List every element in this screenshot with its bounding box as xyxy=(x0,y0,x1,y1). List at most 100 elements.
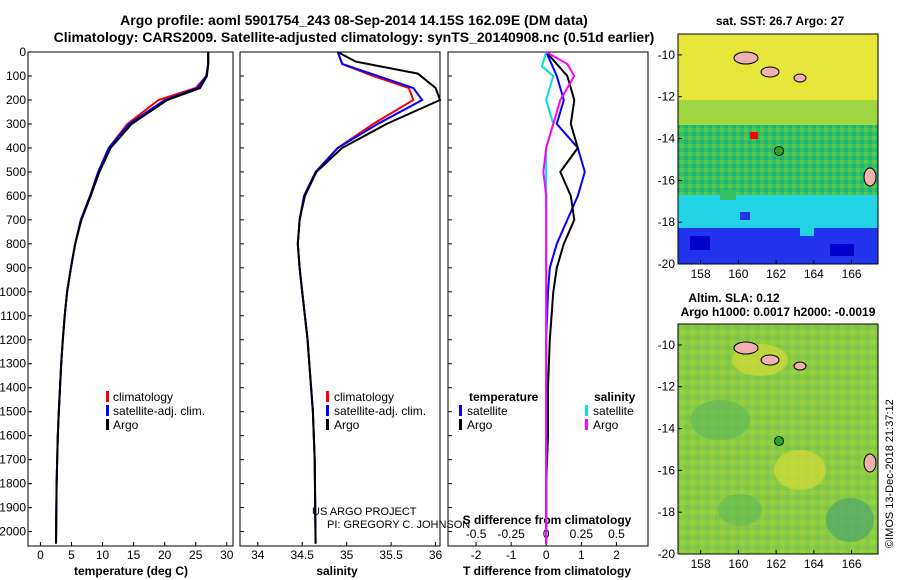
sla-map xyxy=(677,323,879,555)
sla-island xyxy=(760,354,780,366)
sst-island xyxy=(760,66,780,78)
title-line-2: Climatology: CARS2009. Satellite-adjuste… xyxy=(54,29,655,45)
sla-blob-green xyxy=(718,494,762,526)
sst-blue-cell xyxy=(830,244,854,256)
temperature-tick-label: 20 xyxy=(158,548,172,562)
map-x-tick-label: 162 xyxy=(766,557,786,571)
salinity-tick-label: 34 xyxy=(251,548,265,562)
map-y-tick-label: -20 xyxy=(658,257,676,271)
sla-island xyxy=(793,361,807,371)
title-line-1: Argo profile: aoml 5901754_243 08-Sep-20… xyxy=(120,12,588,28)
depth-tick-label: 1100 xyxy=(0,309,26,323)
legend-label-climatology: climatology xyxy=(334,390,394,404)
sla-map-title-1: Altim. SLA: 0.12 xyxy=(688,291,780,305)
legend-swatch-satellite xyxy=(106,405,109,416)
depth-tick-label: 700 xyxy=(6,213,26,227)
sla-blob-green xyxy=(690,400,750,440)
depth-tick-label: 2000 xyxy=(0,525,26,539)
series-line-satellite-adj-clim- xyxy=(296,51,424,544)
difference-legend-temperature: temperature satellite Argo xyxy=(459,390,539,432)
legend-label-argo: Argo xyxy=(113,418,139,432)
salinity-tick-label: 36 xyxy=(429,548,443,562)
legend-label-satellite: satellite-adj. clim. xyxy=(113,404,205,418)
map-x-tick-label: 158 xyxy=(691,557,711,571)
sst-zone-green xyxy=(678,125,878,200)
legend-label-climatology: climatology xyxy=(113,390,173,404)
map-y-tick-label: -14 xyxy=(658,422,676,436)
footer-timestamp: ©IMOS 13-Dec-2018 21:37:12 xyxy=(884,399,896,548)
temperature-tick-label: 25 xyxy=(189,548,203,562)
depth-tick-label: 800 xyxy=(6,237,26,251)
map-y-tick-label: -12 xyxy=(658,90,676,104)
depth-tick-label: 100 xyxy=(6,69,26,83)
difference-s-tick-label: -0.5 xyxy=(466,527,487,541)
depth-tick-label: 200 xyxy=(6,93,26,107)
legend-label-s-argo: Argo xyxy=(593,418,619,432)
salinity-tick-label: 35.5 xyxy=(379,548,403,562)
sla-map-y-axis: -10 -12 -14 -16 -18 -20 xyxy=(658,338,682,561)
difference-s-tick-label: 0.5 xyxy=(608,527,625,541)
sla-blob-green xyxy=(826,498,874,542)
salinity-tick-label: 34.5 xyxy=(291,548,315,562)
map-y-tick-label: -18 xyxy=(658,505,676,519)
sla-map-title-2: Argo h1000: 0.0017 h2000: -0.0019 xyxy=(681,305,876,319)
temperature-tick-label: 30 xyxy=(220,548,234,562)
difference-t-axis: -2 -1 0 1 2 xyxy=(471,542,620,562)
map-y-tick-label: -20 xyxy=(658,547,676,561)
credit-project: US ARGO PROJECT xyxy=(312,506,417,518)
sla-map-x-axis: 158 160 162 164 166 xyxy=(691,550,862,571)
temperature-x-label: temperature (deg C) xyxy=(74,564,188,578)
depth-tick-label: 300 xyxy=(6,117,26,131)
difference-t-label: T difference from climatology xyxy=(463,564,631,578)
depth-axis: 0 100 200 300 400 500 600 700 800 900 1000 1100 1200… xyxy=(0,45,452,539)
map-x-tick-label: 164 xyxy=(804,267,824,281)
legend-swatch-argo xyxy=(326,419,329,430)
map-y-tick-label: -18 xyxy=(658,215,676,229)
difference-t-tick-label: 1 xyxy=(578,548,585,562)
difference-legend-salinity: salinity satellite Argo xyxy=(585,390,636,432)
sst-island xyxy=(733,51,759,65)
legend-label-argo: Argo xyxy=(334,418,360,432)
temperature-legend: climatology satellite-adj. clim. Argo xyxy=(106,390,205,432)
sst-argo-marker xyxy=(750,132,758,139)
sla-island xyxy=(733,341,759,355)
depth-tick-label: 1000 xyxy=(0,285,26,299)
depth-tick-label: 1400 xyxy=(0,381,26,395)
sla-island xyxy=(863,453,877,473)
sst-blue-cell xyxy=(690,236,710,250)
temperature-panel-frame xyxy=(27,51,234,547)
legend-swatch-climatology xyxy=(326,391,329,402)
map-x-tick-label: 162 xyxy=(766,267,786,281)
series-line-climatology xyxy=(55,52,210,544)
difference-lines xyxy=(540,51,586,544)
legend-swatch-t-argo xyxy=(459,419,462,430)
map-y-tick-label: -14 xyxy=(658,132,676,146)
salinity-x-axis: 34 34.5 35 35.5 36 xyxy=(251,542,443,562)
series-line-argo xyxy=(55,52,210,544)
sst-zone-cyan xyxy=(678,195,878,230)
series-line-satellite-adj-clim- xyxy=(55,52,210,544)
depth-tick-label: 1700 xyxy=(0,453,26,467)
salinity-panel-frame xyxy=(239,51,441,547)
sst-map-x-axis: 158 160 162 164 166 xyxy=(691,260,862,281)
sst-map-title: sat. SST: 26.7 Argo: 27 xyxy=(716,14,845,28)
sst-map-frame xyxy=(677,33,879,265)
sst-profile-location-marker xyxy=(774,146,784,156)
sst-island xyxy=(863,167,877,187)
sst-map xyxy=(677,33,879,265)
series-line-argo xyxy=(296,51,442,544)
map-x-tick-label: 158 xyxy=(691,267,711,281)
depth-tick-label: 1500 xyxy=(0,405,26,419)
credit-pi: PI: GREGORY C. JOHNSON xyxy=(327,519,470,531)
series-line-salinity-argo xyxy=(542,51,576,544)
legend-swatch-t-satellite xyxy=(459,405,462,416)
legend-swatch-satellite xyxy=(326,405,329,416)
difference-t-tick-label: -1 xyxy=(506,548,517,562)
legend-label-t-satellite: satellite xyxy=(467,404,508,418)
salinity-lines xyxy=(296,51,442,544)
sst-green-cell xyxy=(720,190,736,200)
difference-t-tick-label: 0 xyxy=(543,548,550,562)
map-y-tick-label: -16 xyxy=(658,463,676,477)
legend-header-temperature: temperature xyxy=(469,390,539,404)
